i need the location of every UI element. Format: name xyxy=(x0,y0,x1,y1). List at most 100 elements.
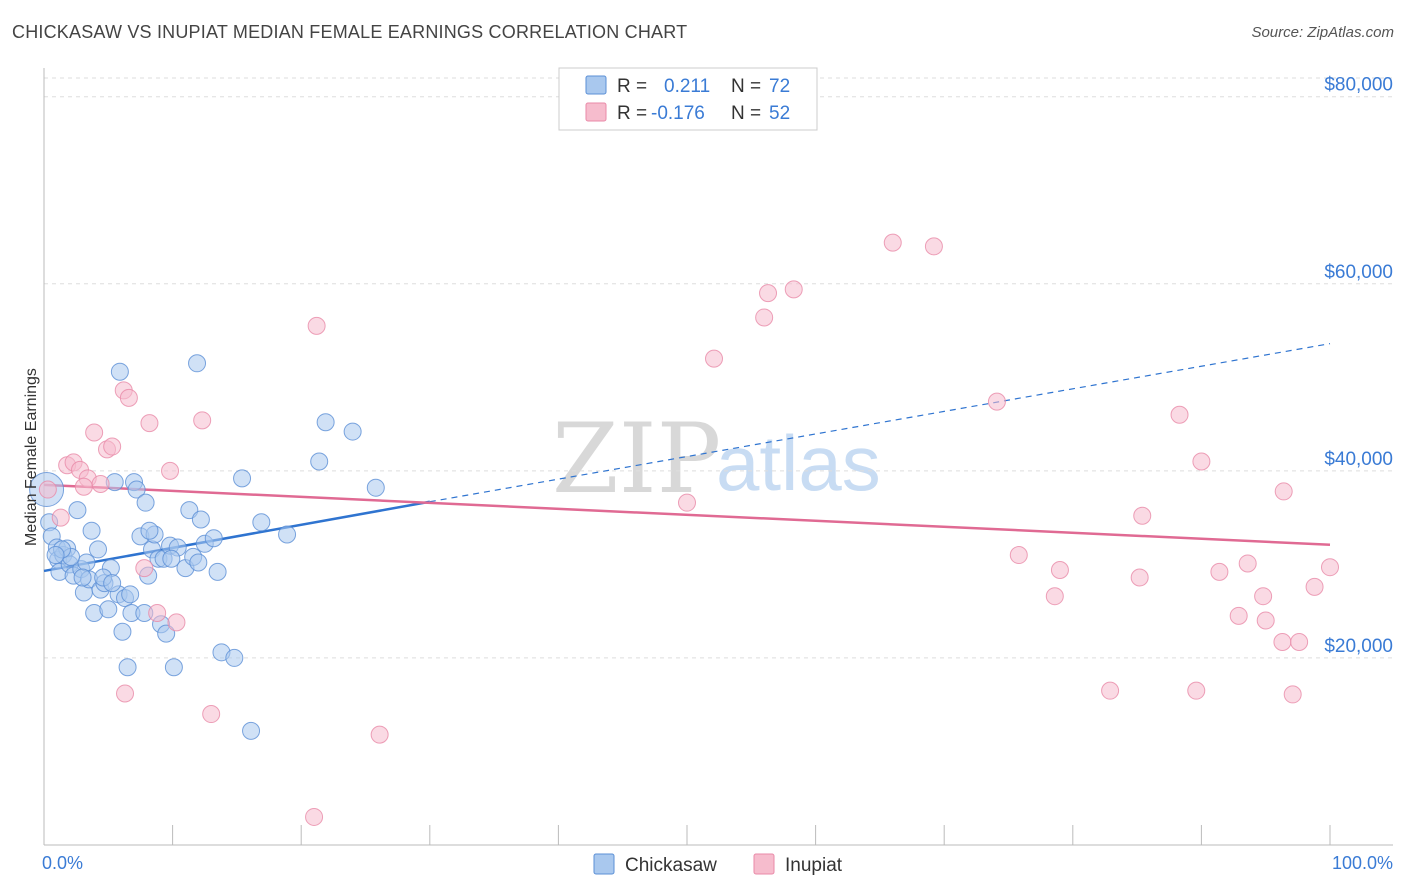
inupiat-point xyxy=(135,559,154,578)
data-points xyxy=(29,233,1339,826)
inupiat-point xyxy=(1009,546,1028,565)
inupiat-point xyxy=(678,493,696,512)
legend-swatch-chickasaw xyxy=(585,75,607,95)
bottom-legend-swatch-chickasaw xyxy=(593,853,615,875)
inupiat-point xyxy=(1130,568,1149,587)
chickasaw-point xyxy=(99,600,118,619)
y-tick-label: $40,000 xyxy=(1324,449,1393,470)
trend-line-chickasaw xyxy=(43,500,431,573)
chickasaw-point xyxy=(233,469,252,488)
trend-lines xyxy=(43,343,1331,573)
bottom-legend: Chickasaw Inupiat xyxy=(593,853,843,876)
inupiat-point xyxy=(38,480,57,499)
chickasaw-point xyxy=(366,478,385,497)
inupiat-point xyxy=(91,474,110,493)
inupiat-point xyxy=(784,280,803,299)
legend-n-label-chickasaw: N = xyxy=(731,76,761,97)
chickasaw-point xyxy=(103,574,122,593)
x-tick-label-max: 100.0% xyxy=(1332,853,1393,873)
inupiat-point xyxy=(1045,587,1064,606)
inupiat-point xyxy=(103,437,122,456)
inupiat-point xyxy=(1187,681,1206,700)
chickasaw-point xyxy=(162,549,181,568)
inupiat-point xyxy=(1210,562,1229,581)
inupiat-point xyxy=(883,233,902,252)
inupiat-point xyxy=(1101,681,1120,700)
axes: $20,000 $40,000 $60,000 $80,000 xyxy=(43,68,1393,846)
inupiat-point xyxy=(755,308,774,327)
inupiat-point xyxy=(305,807,324,826)
inupiat-point xyxy=(161,461,180,480)
y-tick-label: $80,000 xyxy=(1324,75,1393,96)
trend-line-chickasaw-extrapolated xyxy=(429,343,1331,503)
legend-r-label-chickasaw: R = xyxy=(617,76,647,97)
legend-n-value-chickasaw: 72 xyxy=(769,76,790,97)
chickasaw-point xyxy=(310,452,329,471)
chickasaw-point xyxy=(113,622,132,641)
chickasaw-point xyxy=(189,553,208,572)
inupiat-point xyxy=(1283,685,1302,704)
bottom-legend-label-chickasaw: Chickasaw xyxy=(625,855,717,876)
legend-n-label-inupiat: N = xyxy=(731,103,761,124)
bottom-legend-label-inupiat: Inupiat xyxy=(785,855,843,876)
legend-n-value-inupiat: 52 xyxy=(769,103,790,124)
inupiat-point xyxy=(140,414,159,433)
legend-box: R = 0.211 N = 72 R = -0.176 N = 52 xyxy=(558,67,818,131)
chickasaw-point xyxy=(208,562,227,581)
inupiat-point xyxy=(1321,558,1339,577)
inupiat-point xyxy=(116,684,135,703)
legend-swatch-inupiat xyxy=(585,102,607,122)
x-tick-label-min: 0.0% xyxy=(42,853,83,873)
chickasaw-point xyxy=(121,585,140,604)
inupiat-point xyxy=(307,316,326,335)
watermark-atlas: atlas xyxy=(716,419,881,507)
inupiat-point xyxy=(1274,482,1293,501)
inupiat-point xyxy=(85,423,104,442)
watermark-zip: ZIP xyxy=(552,403,721,515)
inupiat-point xyxy=(924,237,943,256)
chickasaw-point xyxy=(225,648,244,667)
chickasaw-point xyxy=(127,480,146,499)
y-axis-title: Median Female Earnings xyxy=(23,368,40,546)
inupiat-point xyxy=(705,349,724,368)
legend-r-value-inupiat: -0.176 xyxy=(651,103,705,124)
chickasaw-point xyxy=(316,413,335,432)
inupiat-point xyxy=(1133,506,1152,525)
inupiat-point xyxy=(51,508,70,527)
inupiat-point xyxy=(1050,561,1069,580)
inupiat-point xyxy=(1238,554,1257,573)
chickasaw-point xyxy=(73,568,92,587)
chickasaw-point xyxy=(157,624,176,643)
inupiat-point xyxy=(1170,405,1189,424)
trend-line-inupiat xyxy=(43,483,1331,546)
inupiat-point xyxy=(202,705,221,724)
inupiat-point xyxy=(987,392,1006,411)
chickasaw-point xyxy=(343,422,362,441)
inupiat-point xyxy=(193,411,212,430)
inupiat-point xyxy=(148,604,167,623)
chickasaw-point xyxy=(140,521,159,540)
chickasaw-point xyxy=(110,362,129,381)
chickasaw-point xyxy=(77,553,96,572)
chickasaw-point xyxy=(164,658,183,677)
y-tick-label: $20,000 xyxy=(1324,636,1393,657)
inupiat-point xyxy=(1192,452,1211,471)
inupiat-point xyxy=(759,284,778,303)
chickasaw-point xyxy=(252,513,271,532)
chickasaw-point xyxy=(68,501,87,520)
chickasaw-point xyxy=(118,658,137,677)
chickasaw-point xyxy=(89,540,108,559)
inupiat-point xyxy=(74,477,93,496)
bottom-legend-swatch-inupiat xyxy=(753,853,775,875)
source-label: Source: ZipAtlas.com xyxy=(1251,24,1394,41)
inupiat-point xyxy=(1229,606,1248,625)
inupiat-point xyxy=(119,388,138,407)
legend-r-value-chickasaw: 0.211 xyxy=(664,76,710,97)
chickasaw-point xyxy=(82,521,101,540)
chickasaw-point xyxy=(136,493,155,512)
chickasaw-point xyxy=(46,546,65,565)
inupiat-point xyxy=(1256,611,1275,630)
chickasaw-point xyxy=(278,525,297,544)
legend-r-label-inupiat: R = xyxy=(617,103,647,124)
